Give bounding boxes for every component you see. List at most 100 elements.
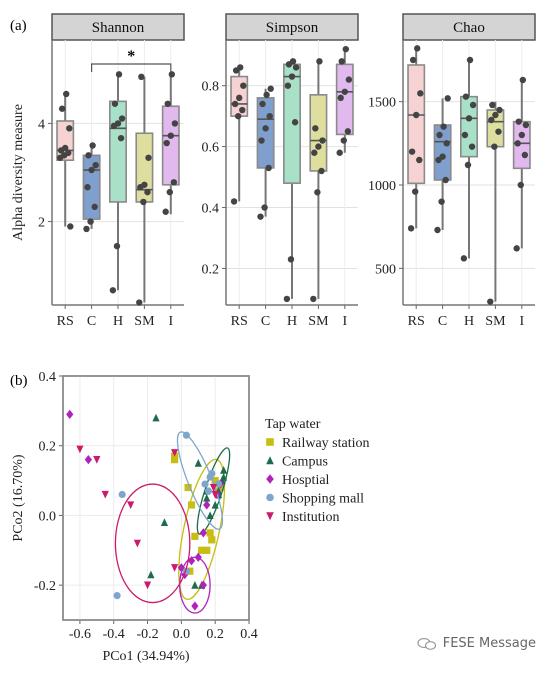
marker-circle (204, 487, 213, 495)
marker-triangle-down (266, 512, 274, 521)
marker-triangle-down (133, 539, 141, 548)
marker-square (184, 483, 192, 492)
data-point (440, 123, 447, 130)
significance-bracket: * (91, 48, 172, 72)
box-i (512, 76, 531, 252)
marker-diamond (199, 580, 207, 590)
data-point (460, 255, 468, 262)
strip-title: Shannon (92, 20, 145, 36)
legend-item: Shopping mall (266, 492, 364, 507)
data-point (284, 82, 292, 89)
data-point (414, 45, 421, 52)
data-point (167, 132, 174, 139)
marker-square (206, 529, 214, 537)
data-point (259, 100, 266, 108)
data-point (336, 149, 343, 156)
data-point (319, 137, 326, 144)
boxplot-panel-simpson: Simpson 0.2 0.4 0.6 0.8 RS C H SM I (202, 13, 359, 329)
data-point (464, 161, 472, 169)
marker-triangle-down (211, 490, 219, 499)
pcoa-panel: -0.6 -0.4 -0.2 0.0 0.2 0.4 -0.2 0.0 0.2 0.4 PCo1 (… (11, 370, 370, 664)
data-point (341, 88, 348, 95)
marker-diamond (266, 474, 274, 484)
box-h (460, 56, 478, 262)
marker-triangle-down (127, 501, 135, 510)
data-point (519, 76, 527, 84)
data-point (407, 225, 415, 232)
box-h (283, 58, 301, 303)
marker-triangle-up (194, 459, 202, 467)
data-point (117, 134, 125, 142)
box-i (161, 71, 180, 215)
data-point (496, 106, 503, 114)
data-point (315, 143, 322, 150)
y-axis-title: Alpha diversity measure (11, 104, 26, 241)
y-tick-label: 0.2 (39, 440, 57, 455)
legend-item: Campus (266, 455, 328, 470)
data-point (465, 115, 473, 122)
marker-triangle-up (191, 581, 199, 589)
legend-item: Hosptial (266, 473, 330, 488)
watermark: FESE Message (417, 636, 536, 651)
data-point (65, 149, 72, 157)
significance-label: * (127, 48, 135, 65)
data-point (262, 125, 269, 132)
legend-item: Railway station (266, 436, 370, 451)
box-sm (486, 101, 505, 305)
legend-item: Institution (266, 510, 340, 525)
marker-triangle-up (220, 466, 228, 474)
x-tick-label: H (287, 314, 297, 329)
data-point (517, 181, 524, 189)
box-rs (56, 90, 75, 230)
x-tick-label: C (261, 314, 270, 329)
y-tick-label: 0.6 (202, 141, 220, 156)
y-axis-title: PCo2 (16.70%) (11, 454, 26, 541)
strip-header (51, 13, 185, 41)
x-axis-title: PCo1 (34.94%) (102, 649, 189, 664)
data-point (63, 90, 70, 98)
y-tick-label: 0.4 (39, 370, 57, 385)
marker-square (211, 476, 219, 485)
data-point (287, 256, 295, 263)
marker-square (198, 546, 206, 554)
data-point (514, 140, 521, 147)
box-c (256, 85, 275, 220)
y-tick-label: 0.0 (39, 509, 57, 524)
strip-title: Simpson (266, 20, 319, 36)
marker-triangle-up (152, 413, 160, 422)
data-point (337, 94, 344, 102)
marker-triangle-up (147, 570, 155, 579)
data-point (515, 118, 522, 125)
data-point (263, 91, 270, 99)
x-tick-label: 0.2 (206, 627, 224, 642)
data-point (85, 152, 92, 159)
data-point (66, 125, 73, 132)
plot-border (62, 375, 250, 621)
data-point (163, 139, 170, 147)
data-point (115, 71, 123, 78)
data-point (289, 58, 297, 65)
data-point (91, 203, 98, 211)
y-tick-label: 0.2 (202, 262, 220, 277)
data-point (487, 298, 494, 305)
data-point (461, 131, 469, 139)
marker-triangle-down (171, 449, 179, 457)
data-point (492, 111, 499, 119)
data-point (345, 76, 353, 83)
marker-square (191, 532, 199, 540)
data-point (58, 105, 66, 112)
series-railway-station (171, 452, 226, 601)
confidence-ellipse (114, 483, 191, 604)
data-point (138, 73, 145, 81)
data-point (491, 143, 498, 150)
x-tick-label: H (464, 314, 474, 329)
series-institution (76, 445, 219, 604)
x-tick-label: I (342, 314, 347, 329)
data-point (261, 204, 268, 211)
box-body (407, 64, 426, 185)
marker-square (187, 501, 196, 509)
data-point (283, 295, 291, 303)
data-point (267, 85, 274, 92)
confidence-ellipse (178, 458, 226, 601)
data-point (87, 218, 94, 225)
